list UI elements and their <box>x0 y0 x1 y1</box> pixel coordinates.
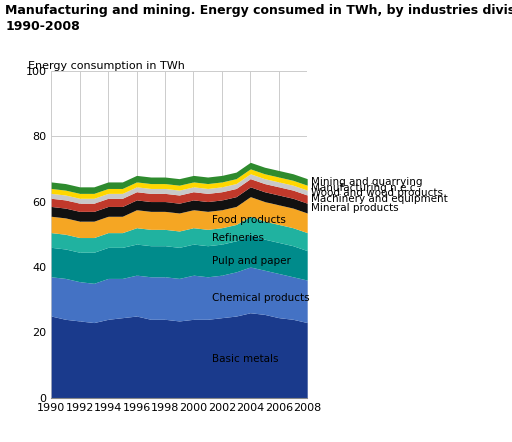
Text: Food products: Food products <box>212 215 286 225</box>
Text: Chemical products: Chemical products <box>212 293 310 303</box>
Text: Wood and wood products: Wood and wood products <box>311 187 443 198</box>
Text: Pulp and paper: Pulp and paper <box>212 256 291 266</box>
Text: Refineries: Refineries <box>212 232 264 243</box>
Text: Machinery and equipment: Machinery and equipment <box>311 194 448 204</box>
Text: Mining and quarrying: Mining and quarrying <box>311 177 423 187</box>
Text: Mineral products: Mineral products <box>311 203 399 213</box>
Text: Manufacturing and mining. Energy consumed in TWh, by industries divisions.
1990-: Manufacturing and mining. Energy consume… <box>5 4 512 34</box>
Y-axis label: Energy consumption in TWh: Energy consumption in TWh <box>28 61 185 71</box>
Text: Manufacturing n.e.c.: Manufacturing n.e.c. <box>311 183 419 193</box>
Text: Basic metals: Basic metals <box>212 354 279 364</box>
